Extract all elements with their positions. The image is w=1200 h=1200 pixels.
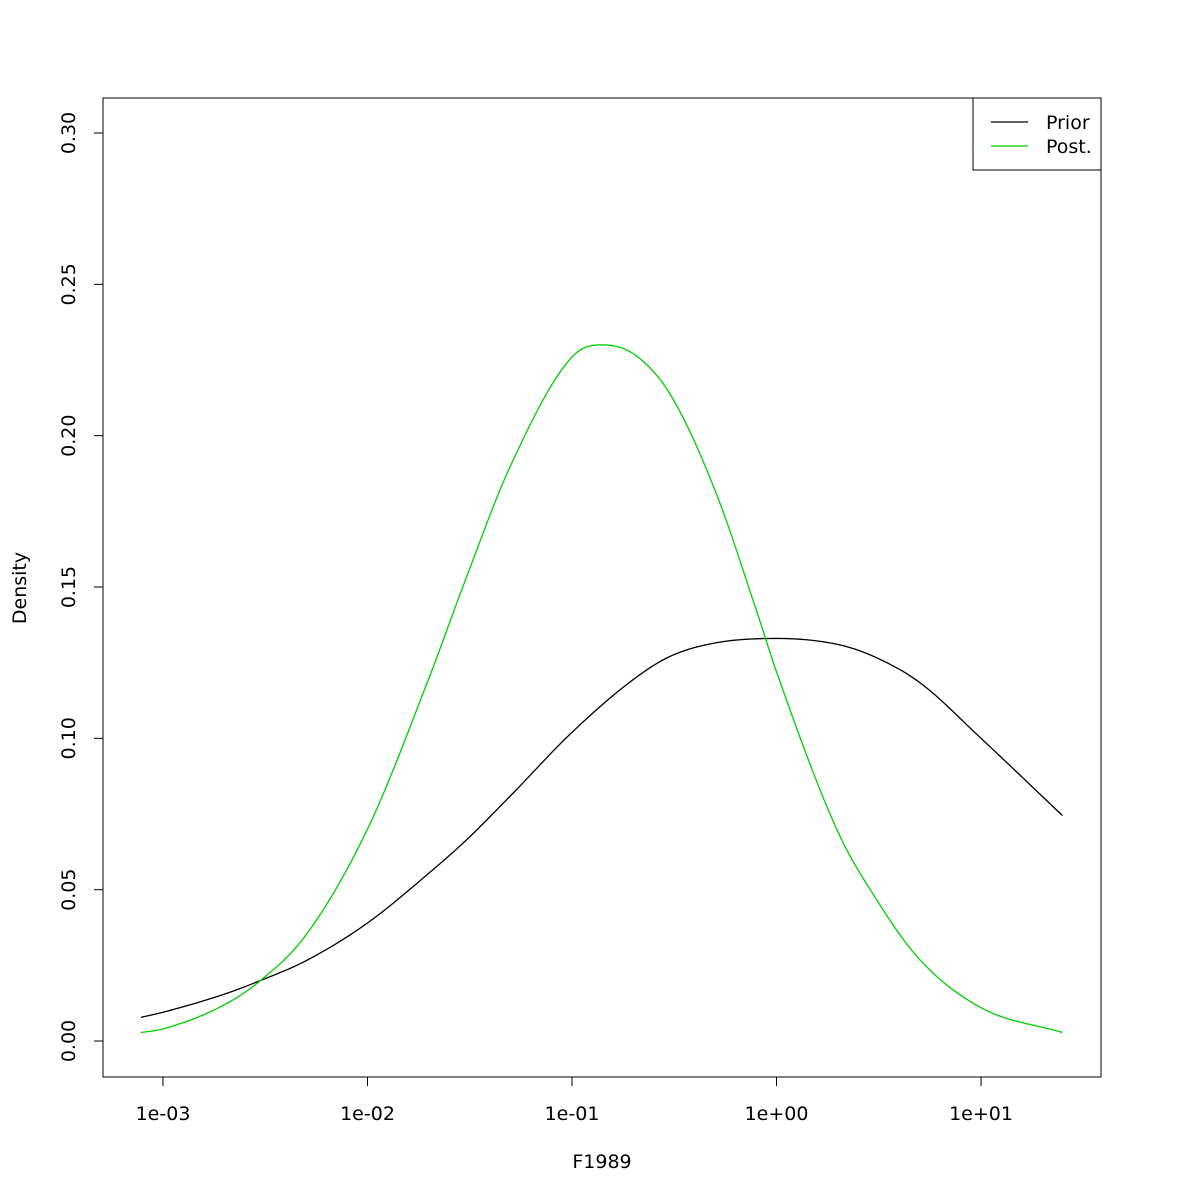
plot-frame bbox=[102, 97, 1102, 1078]
y-tick-label: 0.10 bbox=[58, 717, 80, 759]
y-tick-label: 0.25 bbox=[58, 263, 80, 305]
x-axis: 1e-03 1e-02 1e-01 1e+00 1e+01 bbox=[136, 1076, 1013, 1125]
series-line-prior bbox=[140, 637, 1063, 1019]
y-axis-title: Density bbox=[9, 552, 31, 624]
legend-box bbox=[972, 97, 1102, 171]
x-tick-label: 1e+00 bbox=[745, 1103, 809, 1125]
x-tick-label: 1e-03 bbox=[136, 1103, 191, 1125]
y-axis: 0.00 0.05 0.10 0.15 0.20 0.25 0.30 bbox=[58, 112, 104, 1062]
x-axis-title: F1989 bbox=[572, 1151, 631, 1173]
x-tick-label: 1e-01 bbox=[545, 1103, 600, 1125]
x-tick-label: 1e+01 bbox=[949, 1103, 1013, 1125]
y-tick-label: 0.20 bbox=[58, 415, 80, 457]
legend: Prior Post. bbox=[972, 97, 1102, 171]
series-layer bbox=[140, 344, 1063, 1034]
series-line-post bbox=[140, 344, 1063, 1034]
y-tick-label: 0.00 bbox=[58, 1020, 80, 1062]
legend-label-post: Post. bbox=[1046, 136, 1092, 158]
x-tick-label: 1e-02 bbox=[340, 1103, 395, 1125]
y-tick-label: 0.05 bbox=[58, 869, 80, 911]
y-tick-label: 0.15 bbox=[58, 566, 80, 608]
y-tick-label: 0.30 bbox=[58, 112, 80, 154]
legend-label-prior: Prior bbox=[1046, 112, 1090, 134]
